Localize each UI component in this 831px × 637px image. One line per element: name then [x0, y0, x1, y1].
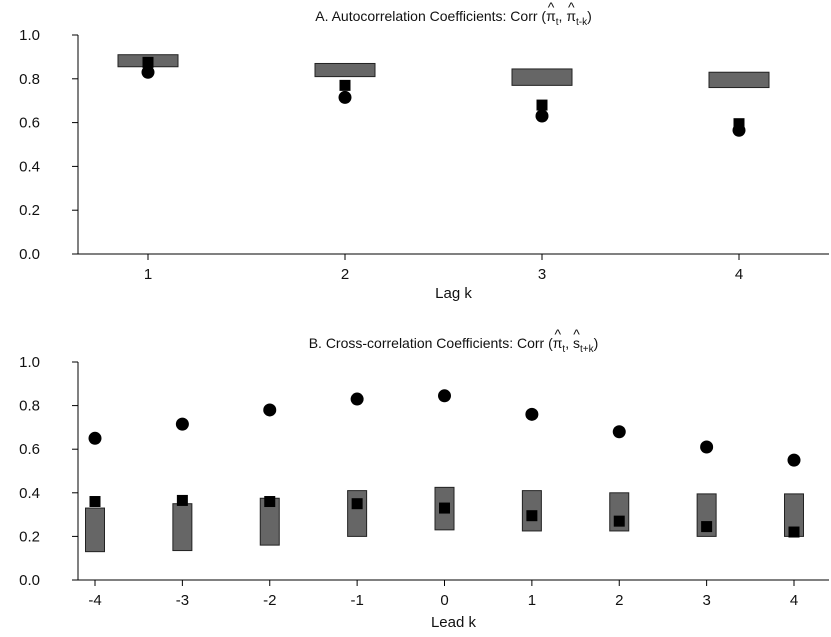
x-tick-label: 4: [790, 592, 798, 609]
x-tick-label: 0: [440, 592, 448, 609]
square-point: [733, 118, 745, 130]
panel-a-autocorrelation: A. Autocorrelation Coefficients: Corr (π…: [19, 0, 829, 302]
x-tick-label: 3: [538, 266, 546, 283]
square-point: [176, 494, 188, 506]
title-subscript-1: t: [556, 17, 559, 28]
x-axis-title: Lead k: [431, 614, 477, 631]
y-tick-label: 0.4: [19, 485, 40, 502]
square-point: [536, 99, 548, 111]
square-point: [351, 498, 363, 510]
x-tick-label: 2: [341, 266, 349, 283]
circle-point: [535, 109, 549, 123]
square-point: [613, 515, 625, 527]
range-box: [511, 68, 573, 86]
title-hat-1: ^: [548, 0, 555, 15]
square-point: [339, 79, 351, 91]
title-hat-2: ^: [573, 326, 580, 342]
y-tick-label: 0.4: [19, 158, 40, 175]
x-tick-label: -2: [263, 592, 276, 609]
x-tick-label: 2: [615, 592, 623, 609]
circle-point: [732, 123, 746, 137]
x-axis-title: Lag k: [435, 285, 472, 302]
x-tick-label: -3: [176, 592, 189, 609]
square-point: [89, 496, 101, 508]
circle-point: [88, 431, 102, 445]
y-tick-label: 1.0: [19, 354, 40, 371]
y-tick-label: 0.2: [19, 202, 40, 219]
x-tick-label: -4: [88, 592, 101, 609]
square-point: [264, 496, 276, 508]
range-box: [85, 507, 105, 553]
y-tick-label: 0.0: [19, 246, 40, 263]
y-tick-label: 0.8: [19, 398, 40, 415]
circle-point: [438, 389, 451, 403]
square-point: [142, 56, 154, 68]
title-separator: ,: [565, 335, 573, 351]
title-subscript-2: t-k: [576, 17, 588, 28]
title-symbol-2: π: [566, 8, 576, 24]
square-point: [788, 526, 800, 538]
title-subscript-1: t: [562, 344, 565, 355]
circle-point: [175, 417, 189, 431]
circle-point: [338, 90, 352, 104]
circle-point: [525, 407, 539, 421]
title-close: ): [587, 8, 592, 24]
range-box: [172, 503, 193, 552]
title-symbol-1: π: [546, 8, 556, 24]
circle-point: [787, 453, 801, 467]
title-text: B. Cross-correlation Coefficients: Corr …: [309, 335, 553, 351]
circle-point: [700, 440, 714, 454]
title-close: ): [594, 335, 599, 351]
chart-title: A. Autocorrelation Coefficients: Corr (π…: [315, 8, 592, 28]
range-box: [314, 62, 376, 78]
x-tick-label: 4: [735, 266, 743, 283]
circle-point: [263, 403, 277, 417]
title-hat-2: ^: [568, 0, 575, 15]
x-tick-label: 3: [702, 592, 710, 609]
title-subscript-2: t+k: [580, 344, 595, 355]
circle-point: [141, 65, 155, 79]
title-hat-1: ^: [554, 326, 561, 342]
circle-point: [350, 392, 364, 406]
square-point: [439, 502, 450, 514]
title-symbol-1: π: [553, 335, 563, 351]
range-box: [708, 71, 770, 89]
y-tick-label: 0.2: [19, 528, 40, 545]
x-tick-label: 1: [528, 592, 536, 609]
circle-point: [612, 425, 626, 439]
title-separator: ,: [559, 8, 567, 24]
title-symbol-2: s: [573, 335, 580, 351]
range-box: [347, 490, 368, 537]
square-point: [701, 521, 713, 533]
y-tick-label: 0.6: [19, 115, 40, 132]
panel-b-cross-correlation: B. Cross-correlation Coefficients: Corr …: [19, 326, 829, 631]
y-tick-label: 0.8: [19, 71, 40, 88]
x-tick-label: 1: [144, 266, 152, 283]
y-tick-label: 0.0: [19, 572, 40, 589]
title-text: A. Autocorrelation Coefficients: Corr (: [315, 8, 546, 24]
square-point: [526, 510, 538, 522]
y-tick-label: 0.6: [19, 441, 40, 458]
y-tick-label: 1.0: [19, 27, 40, 44]
chart-title: B. Cross-correlation Coefficients: Corr …: [309, 335, 599, 355]
x-tick-label: -1: [350, 592, 363, 609]
